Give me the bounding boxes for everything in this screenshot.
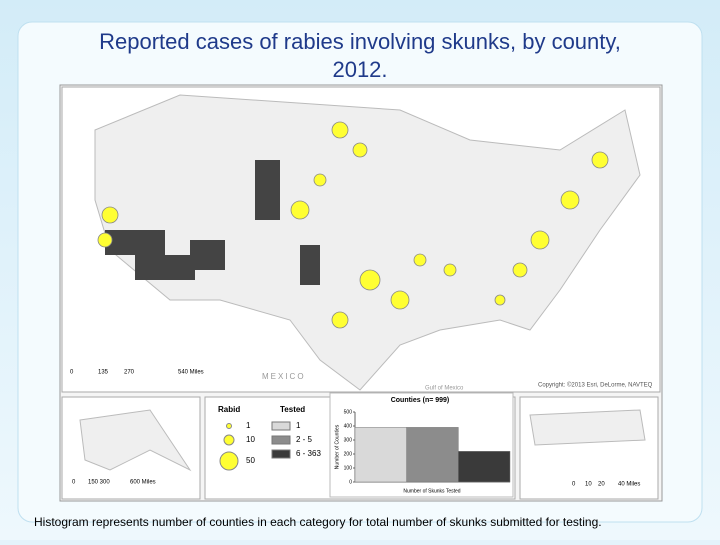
- y-tick-label: 0: [349, 479, 352, 485]
- tested-swatch: [271, 435, 291, 445]
- rabid-label: 1: [246, 421, 251, 430]
- rabid-symbol: [223, 434, 235, 446]
- y-tick-label: 200: [344, 451, 353, 457]
- bar: [458, 451, 511, 483]
- scale-label: 0: [72, 480, 76, 486]
- y-tick-label: 400: [344, 423, 353, 429]
- scale-label: 20: [598, 482, 605, 488]
- histogram: Counties (n= 999) Number of Skunks Tested…: [329, 392, 514, 498]
- us-outline: [94, 94, 641, 391]
- puerto-rico-outline: [529, 409, 646, 446]
- scale-label: 10: [585, 482, 592, 488]
- rabid-markers: [97, 121, 609, 329]
- title-line-1: Reported cases of rabies involving skunk…: [99, 29, 621, 82]
- tested-label: 2 - 5: [296, 435, 313, 444]
- caption: Histogram represents number of counties …: [34, 515, 602, 529]
- y-axis-label: Number of Counties: [334, 424, 340, 469]
- scale-label: 270: [124, 370, 135, 376]
- country-label: MEXICO: [262, 372, 306, 381]
- scale-label: 540 Miles: [178, 370, 204, 376]
- rabid-symbol: [219, 451, 239, 471]
- y-tick-label: 100: [344, 465, 353, 471]
- x-axis-label: Number of Skunks Tested: [403, 488, 460, 494]
- scale-label: 0: [572, 482, 576, 488]
- scale-label: 0: [70, 370, 74, 376]
- chart-title: Counties (n= 999): [391, 397, 450, 404]
- scale-label: 600 Miles: [130, 480, 156, 486]
- tested-label: 1: [296, 421, 301, 430]
- legend-title: Rabid: [218, 405, 240, 414]
- scale-label: 150 300: [88, 480, 110, 486]
- tested-swatch: [271, 421, 291, 431]
- rabid-label: 50: [246, 456, 255, 465]
- tested-label: 6 - 363: [296, 449, 321, 458]
- tested-swatch: [271, 449, 291, 459]
- dark-counties: [105, 160, 320, 285]
- gulf-label: Gulf of Mexico: [425, 386, 464, 392]
- legend: 1 10 50 1 2 - 5 6 - 363: [219, 421, 321, 471]
- y-tick-label: 500: [344, 409, 353, 415]
- rabid-label: 10: [246, 435, 255, 444]
- bar: [354, 427, 407, 483]
- legend-title: Tested: [280, 405, 305, 414]
- y-tick-label: 300: [344, 437, 353, 443]
- map-labels: 0 135 270 540 Miles Copyright: ©2013 Esr…: [70, 370, 653, 392]
- rabid-symbol: [226, 423, 232, 429]
- alaska-outline: [79, 409, 192, 472]
- scale-label: 40 Miles: [618, 482, 640, 488]
- bar: [406, 427, 459, 483]
- scale-label: 135: [98, 370, 109, 376]
- copyright: Copyright: ©2013 Esri, DeLorme, NAVTEQ: [538, 382, 653, 389]
